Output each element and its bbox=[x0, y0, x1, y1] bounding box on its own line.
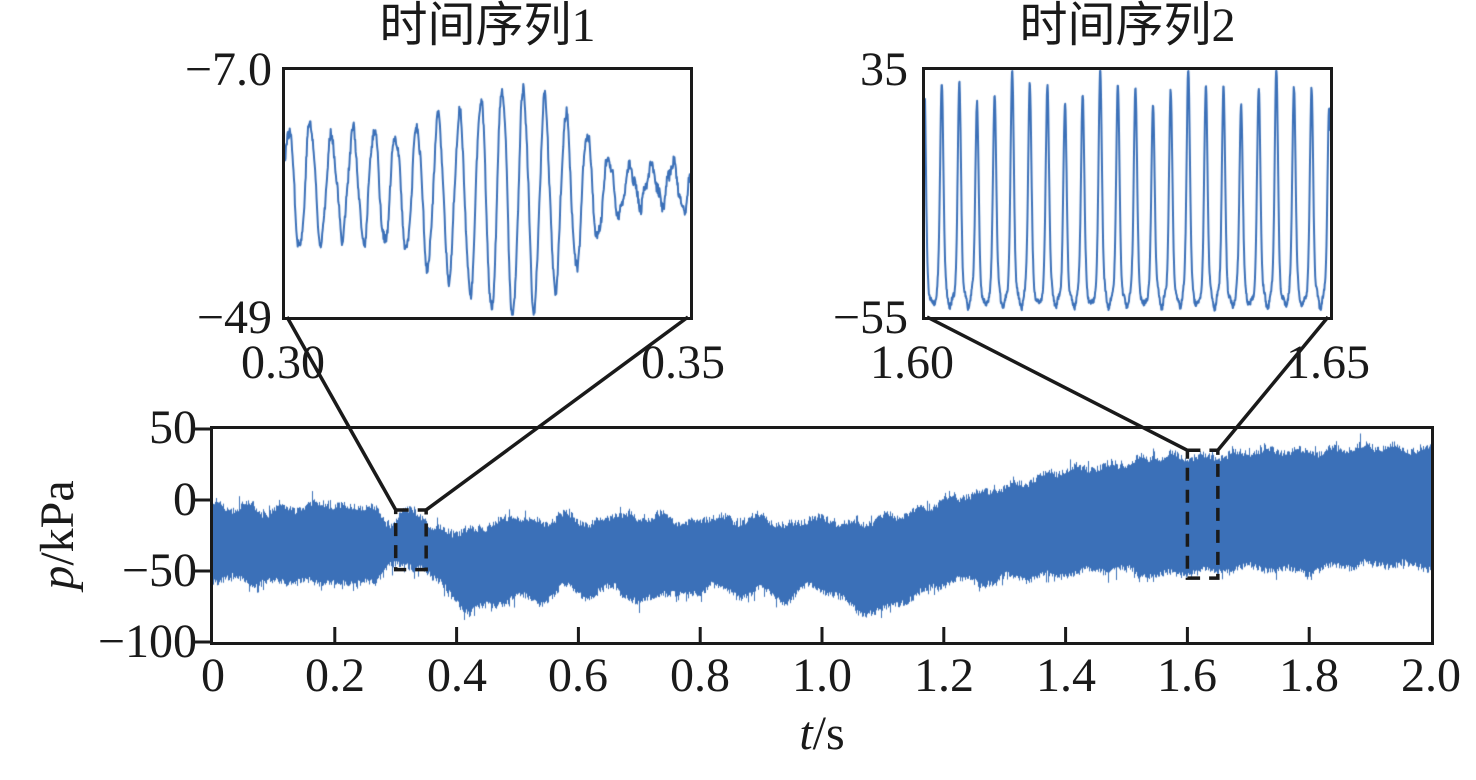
main-plot-box bbox=[210, 426, 1434, 645]
xlabel-unit: /s bbox=[812, 707, 845, 760]
inset1-waveform bbox=[285, 70, 690, 317]
inset2-title: 时间序列2 bbox=[1019, 0, 1236, 52]
xlabel-variable: t bbox=[799, 707, 813, 760]
main-xtick-0.2: 0.2 bbox=[305, 649, 365, 702]
main-ytick-50: 50 bbox=[149, 401, 197, 454]
inset1-xmin-label: 0.30 bbox=[241, 336, 325, 389]
main-xtick-0: 0 bbox=[201, 649, 225, 702]
inset1-title: 时间序列1 bbox=[379, 0, 596, 52]
main-xtick-2.0: 2.0 bbox=[1401, 649, 1461, 702]
inset1-ymax-label: −7.0 bbox=[184, 43, 272, 96]
main-xtick-1.4: 1.4 bbox=[1036, 649, 1096, 702]
inset2-ymin-label: −55 bbox=[832, 291, 908, 344]
main-xtick-0.4: 0.4 bbox=[427, 649, 487, 702]
main-xtick-1.0: 1.0 bbox=[792, 649, 852, 702]
main-xtick-1.6: 1.6 bbox=[1157, 649, 1217, 702]
main-xtick-1.8: 1.8 bbox=[1279, 649, 1339, 702]
main-ytick-neg100: −100 bbox=[97, 615, 197, 668]
main-waveform bbox=[213, 429, 1431, 642]
inset1-ymin-label: −49 bbox=[196, 291, 272, 344]
ylabel-variable: p bbox=[31, 565, 84, 590]
main-xtick-1.2: 1.2 bbox=[914, 649, 974, 702]
inset2-xmax-label: 1.65 bbox=[1286, 336, 1370, 389]
inset2-xmin-label: 1.60 bbox=[870, 336, 954, 389]
main-ylabel: p/kPa bbox=[31, 455, 84, 615]
main-xlabel: t/s bbox=[762, 710, 882, 758]
inset2-waveform bbox=[925, 70, 1330, 317]
main-ytick-neg50: −50 bbox=[121, 544, 197, 597]
inset1-xmax-label: 0.35 bbox=[641, 336, 725, 389]
main-xtick-0.6: 0.6 bbox=[548, 649, 608, 702]
ylabel-unit: /kPa bbox=[31, 480, 84, 566]
main-xtick-0.8: 0.8 bbox=[670, 649, 730, 702]
inset2-ymax-label: 35 bbox=[860, 43, 908, 96]
